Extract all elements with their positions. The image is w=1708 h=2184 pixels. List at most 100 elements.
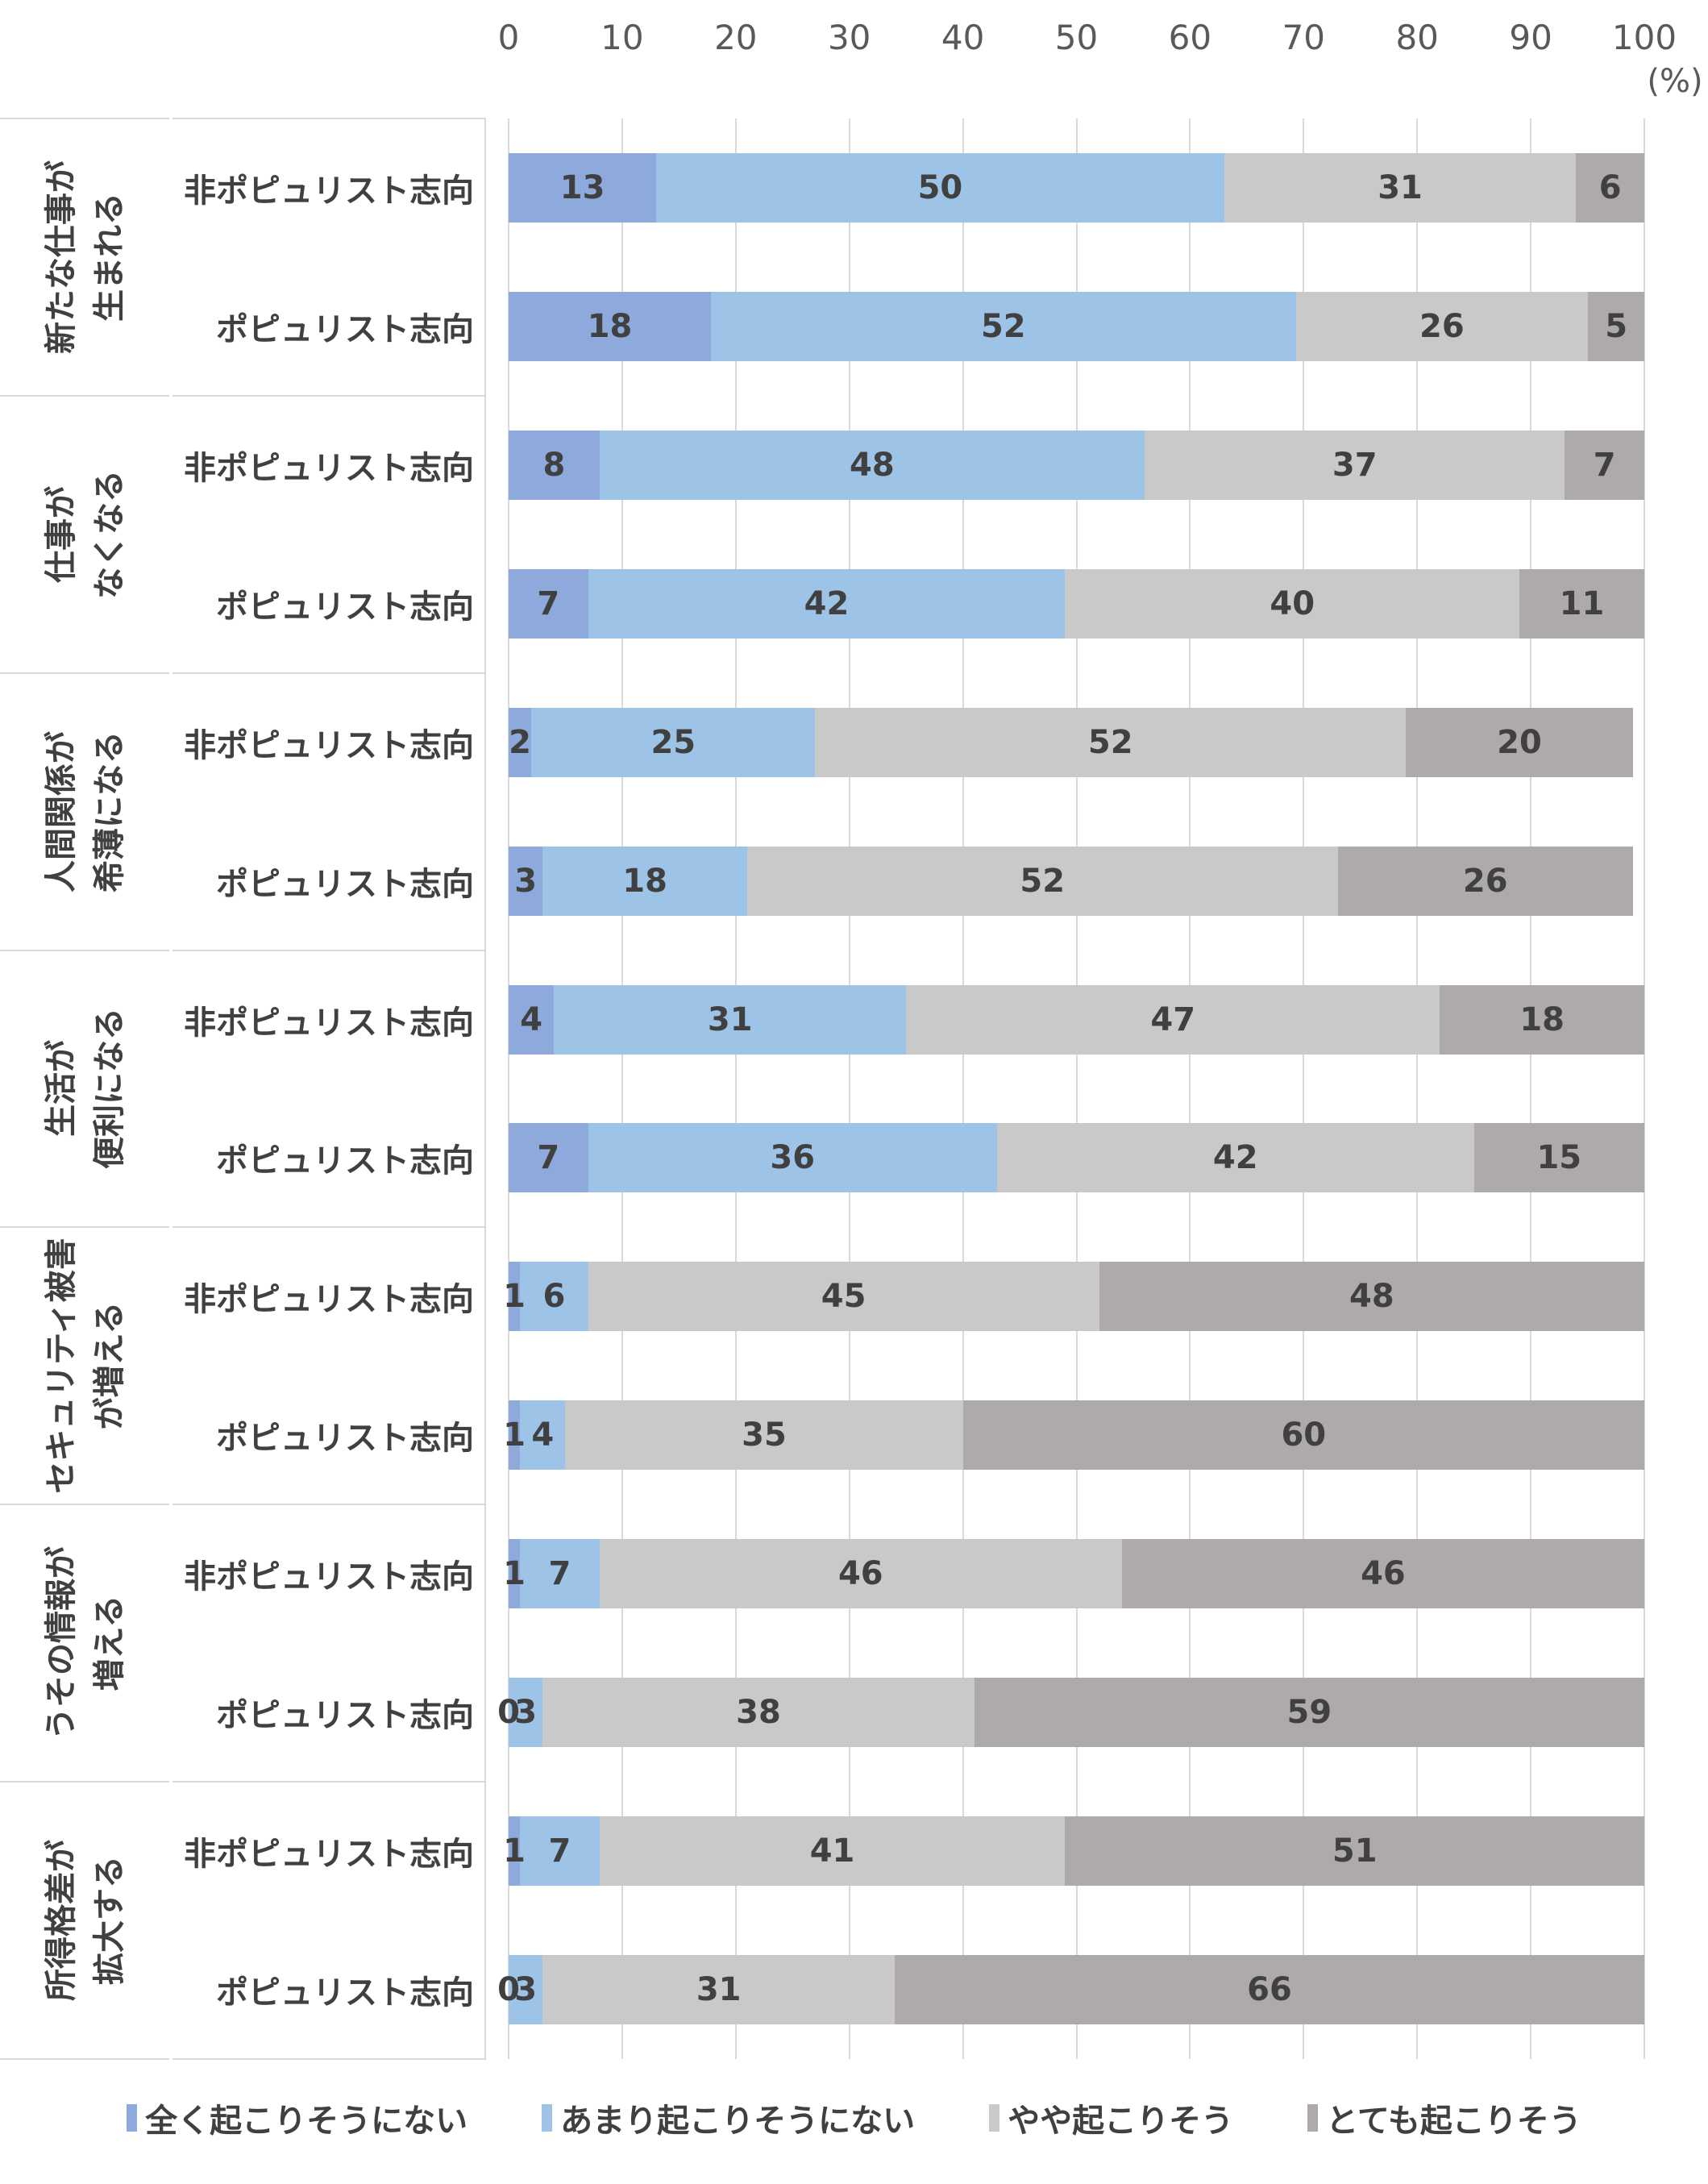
bar-value-label: 7 [548,1832,571,1870]
row-label: ポピュリスト志向 [216,1697,474,1735]
bar-value-label: 66 [1247,1971,1292,2009]
bar-value-label: 7 [537,584,560,622]
bar-segment-1 [509,1816,521,1887]
bar-value-label: 15 [1536,1139,1582,1177]
group-separator-left [0,1781,169,1783]
row-label: 非ポピュリスト志向 [184,1281,474,1319]
bar-segment-2 [520,1539,600,1609]
x-axis-tick-40: 40 [941,18,985,57]
gridline-90 [1530,119,1532,2059]
bar-value-label: 51 [1332,1832,1378,1870]
group-separator-right [172,1504,486,1506]
bar-value-label: 46 [837,1555,883,1593]
bar-segment-1 [509,1262,521,1332]
bar-value-label: 3 [514,862,538,900]
bar-segment-1 [509,846,543,916]
legend-marker-icon [127,2104,138,2132]
x-axis-tick-0: 0 [497,18,520,57]
bar-segment-4 [1473,1123,1644,1193]
bar-segment-3 [588,1262,1099,1332]
bar-segment-4 [1588,291,1644,361]
bar-segment-2 [588,568,1066,639]
row-label: ポピュリスト志向 [216,1142,474,1180]
group-separator-left [0,118,169,119]
bar-value-label: 41 [809,1832,855,1870]
bar-segment-2 [554,984,907,1055]
group-separator-right [172,2057,486,2060]
bar-segment-2 [588,1123,997,1193]
bar-segment-1 [509,984,555,1055]
bar-value-label: 35 [742,1416,787,1454]
bar-segment-1 [509,1400,521,1471]
bar-value-label: 2 [509,723,531,761]
bar-value-label: 4 [531,1416,555,1454]
bar-value-label: 18 [587,307,633,345]
bar-row: 4 31 47 18 [509,984,1644,1055]
bar-value-label: 31 [1378,168,1423,206]
bar-value-label: 26 [1419,307,1465,345]
x-axis-tick-30: 30 [827,18,871,57]
bar-segment-4 [1065,1816,1644,1887]
bar-segment-4 [1519,568,1644,639]
legend-label: やや起こりそう [1008,2103,1234,2140]
x-axis-tick-50: 50 [1054,18,1099,57]
bar-segment-1 [509,152,657,223]
bar-segment-3 [1065,568,1519,639]
bar-value-label: 0 [497,1971,520,2009]
bar-row: 1 4 35 60 [503,1400,1644,1471]
bar-segment-4 [1440,984,1644,1055]
bar-value-label: 5 [1605,307,1628,345]
bar-value-label: 8 [542,446,566,484]
row-label: 非ポピュリスト志向 [184,1004,474,1042]
bar-segment-1 [509,1123,588,1193]
bar-value-label: 47 [1150,1000,1196,1038]
bar-segment-3 [542,1678,975,1748]
bar-row: 8 48 37 7 [509,430,1644,500]
bar-segment-3 [996,1123,1474,1193]
bar-value-label: 31 [707,1000,753,1038]
legend-marker-icon [989,2104,1000,2132]
legend-item-2: あまり起こりそうにない [542,2095,915,2141]
x-axis-tick-70: 70 [1282,18,1326,57]
gridline-60 [1189,119,1191,2059]
bar-value-label: 1 [503,1832,526,1870]
row-label: 非ポピュリスト志向 [184,1836,474,1874]
bar-segment-3 [1295,291,1589,361]
bar-segment-4 [1406,707,1633,777]
row-label: ポピュリスト志向 [216,310,474,348]
x-axis-tick-20: 20 [714,18,758,57]
bar-segment-4 [895,1955,1644,2025]
bar-segment-1 [509,568,588,639]
bar-value-label: 37 [1332,446,1378,484]
group-separator-left [0,394,169,397]
x-axis-tick-10: 10 [601,18,644,57]
bar-row: 0 3 31 66 [497,1955,1644,2025]
bar-value-label: 11 [1559,584,1605,622]
bar-row: 18 52 26 5 [509,291,1644,361]
bar-segment-1 [509,1539,521,1609]
bar-value-label: 52 [1020,862,1066,900]
bar-row: 0 3 38 59 [497,1678,1644,1748]
group-separator-right [172,1781,486,1783]
bar-value-label: 4 [520,1000,543,1038]
bar-value-label: 1 [503,1555,526,1593]
group-separator-left [0,949,169,951]
gridline-40 [962,119,964,2059]
bar-value-label: 6 [1598,168,1622,206]
bar-value-label: 42 [1212,1139,1258,1177]
group-separator-right [172,949,486,951]
bar-value-label: 3 [514,1971,538,2009]
bar-value-label: 7 [548,1555,571,1593]
legend: 全く起こりそうにない あまり起こりそうにない やや起こりそう とても起こりそう [0,2090,1708,2146]
bar-value-label: 48 [850,446,895,484]
group-separator-left [0,2057,169,2060]
legend-item-1: 全く起こりそうにない [127,2095,468,2141]
gridline-50 [1075,119,1078,2059]
bar-segment-4 [1337,846,1633,916]
bar-value-label: 20 [1497,723,1542,761]
bar-value-label: 18 [1519,1000,1565,1038]
x-axis-tick-90: 90 [1509,18,1552,57]
bar-segment-2 [509,1678,543,1748]
bar-value-label: 0 [497,1694,520,1732]
bar-segment-1 [509,291,712,361]
